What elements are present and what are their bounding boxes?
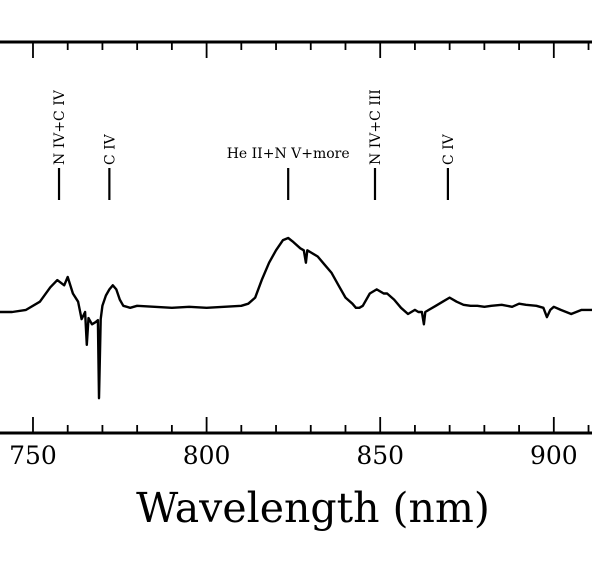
line-id-label: N IV+C III xyxy=(368,89,384,165)
x-axis-tick-labels: 750 800 850 900 xyxy=(9,441,578,470)
line-id-label: C IV xyxy=(102,133,118,165)
x-tick-label: 850 xyxy=(356,441,404,470)
spectrum-line xyxy=(0,236,592,400)
x-axis-ticks xyxy=(32,42,590,433)
line-identifications: N IV+C IV C IV He II+N V+more N IV+C III C I… xyxy=(52,89,457,200)
line-id-label: He II+N V+more xyxy=(227,146,350,162)
line-id-label: N IV+C IV xyxy=(52,89,68,165)
spectrum-series xyxy=(0,236,592,400)
line-id-label: C IV xyxy=(441,133,457,165)
x-tick-label: 750 xyxy=(9,441,57,470)
x-tick-label: 900 xyxy=(530,441,578,470)
x-axis-title: Wavelength (nm) xyxy=(136,484,490,532)
plot-frame xyxy=(0,40,592,435)
x-tick-label: 800 xyxy=(183,441,231,470)
